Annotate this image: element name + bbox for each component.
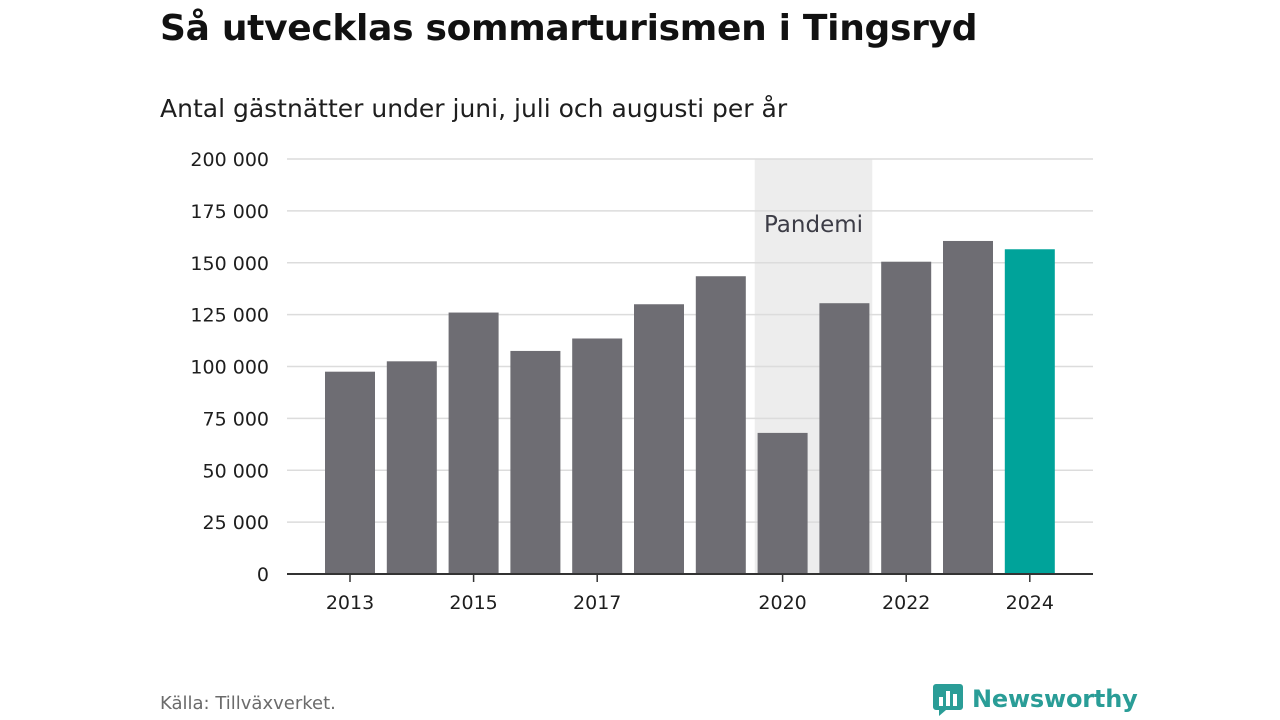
x-tick-label: 2017 — [573, 592, 621, 614]
y-tick-label: 50 000 — [203, 460, 269, 482]
y-tick-label: 75 000 — [203, 408, 269, 430]
x-tick-label: 2024 — [1006, 592, 1054, 614]
bar-2024 — [1004, 249, 1055, 574]
bar-2018 — [634, 304, 684, 574]
brand-name: Newsworthy — [972, 685, 1138, 713]
bars — [325, 240, 1055, 574]
bar-2014 — [386, 361, 437, 574]
chart-title: Så utvecklas sommarturismen i Tingsryd — [160, 8, 978, 49]
x-tick-label: 2022 — [882, 592, 930, 614]
bar-2017 — [572, 338, 623, 574]
source-note: Källa: Tillväxverket. — [160, 693, 336, 714]
axes: 0 25 000 50 000 75 000 100 000 125 000 150 000… — [190, 149, 1093, 614]
brand-logo: Newsworthy — [932, 682, 1138, 716]
bar-2019 — [695, 276, 746, 574]
bar-2013 — [325, 371, 375, 574]
y-tick-label: 100 000 — [190, 357, 269, 379]
y-tick-label: 0 — [257, 564, 269, 586]
annotation-label-0: Pandemi — [764, 212, 863, 238]
y-tick-label: 175 000 — [190, 201, 269, 223]
chart-subtitle: Antal gästnätter under juni, juli och au… — [160, 94, 788, 123]
bar-2020 — [757, 432, 808, 574]
bar-2023 — [943, 240, 993, 574]
bar-2016 — [510, 350, 561, 574]
x-tick-label: 2013 — [326, 592, 374, 614]
y-tick-label: 150 000 — [190, 253, 269, 275]
newsworthy-logo-icon — [933, 684, 963, 716]
bar-chart: Pandemi 0 25 000 50 000 75 000 100 000 125 00… — [190, 149, 1093, 614]
x-tick-label: 2015 — [449, 592, 497, 614]
y-tick-label: 125 000 — [190, 305, 269, 327]
bar-2022 — [881, 261, 932, 574]
y-tick-label: 200 000 — [190, 149, 269, 171]
x-tick-label: 2020 — [758, 592, 806, 614]
bar-2021 — [819, 303, 870, 574]
y-tick-label: 25 000 — [203, 512, 269, 534]
bar-2015 — [448, 312, 499, 574]
